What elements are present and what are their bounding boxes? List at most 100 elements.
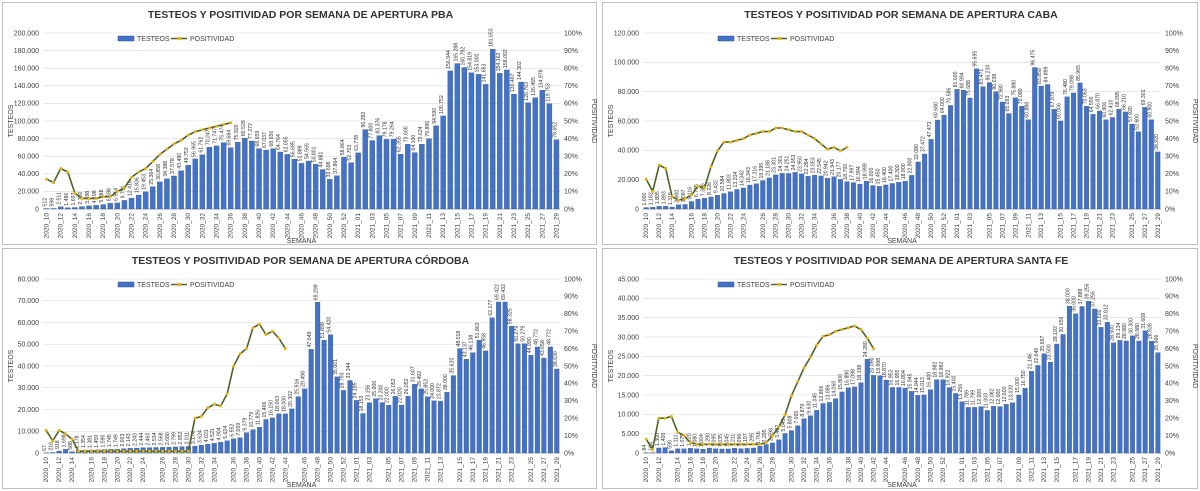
point-positividad [840,327,844,331]
bar-data-label: 105.752 [439,95,445,114]
x-tick-label: 2020_18 [702,213,709,239]
point-positividad [52,181,56,185]
y2-tick-label: 0% [1165,450,1175,457]
bar-data-label: 34.388 [163,161,169,177]
y-tick-label: 15.000 [618,392,640,399]
bar-data-label: 1.895 [655,191,661,204]
point-positividad [701,442,705,446]
bar-data-label: 23.950 [798,156,804,172]
x-tick-label: 2020_24 [740,213,747,239]
bar-testeos [135,194,142,210]
legend-swatch-testeos [717,35,735,42]
x-axis-title: SEMANA [287,238,317,245]
bar-data-label: 60.006 [1057,103,1063,119]
bar-data-label: 17.216 [752,166,758,182]
bar-data-label: 2.598 [769,428,775,441]
point-positividad [144,167,148,171]
legend-marker-positividad [777,36,781,41]
bar-data-label: 38.000 [1065,288,1071,304]
bar-data-label: 1.698 [62,434,68,447]
bar-data-label: 1.400 [661,432,667,445]
bar-data-label: 51.889 [298,145,304,161]
bar-data-label: 18.198 [857,365,863,381]
bar-data-label: 23.200 [378,385,384,401]
x-tick-label: 2020_16 [689,213,696,239]
bar-testeos [676,204,682,210]
bar-testeos [360,413,366,454]
bar-data-label: 58.864 [340,139,346,155]
bar-data-label: 2.143 [126,433,132,446]
x-tick-label: 2021_03 [366,457,373,483]
bar-data-label: 1.220 [686,433,692,446]
bar-testeos [334,376,340,454]
point-positividad [819,142,823,146]
bar-testeos [470,352,476,454]
bar-data-label: 1.459 [94,435,100,448]
bar-testeos [399,404,405,454]
bar-data-label: 1.045 [724,434,730,447]
x-tick-label: 2020_14 [69,457,76,483]
point-positividad [657,163,661,167]
bar-testeos [663,206,669,210]
bar-data-label: 43.490 [177,153,183,169]
bar-testeos [719,448,725,454]
legend-marker-positividad [777,282,781,287]
x-tick-label: 2021_23 [1109,213,1116,239]
bar-data-label: 77.272 [248,123,254,139]
bar-data-label: 30.300 [1129,318,1135,334]
point-positividad [741,137,745,141]
bar-testeos [50,208,57,210]
bar-data-label: 1.745 [107,434,113,447]
x-tick-label: 2020_42 [870,213,877,239]
bar-data-label: 30.650 [1059,317,1065,333]
bar-data-label: 25.000 [372,381,378,397]
bar-testeos [656,447,662,454]
x-tick-label: 2021_01 [959,457,966,483]
y2-tick-label: 90% [564,294,578,301]
y2-tick-label: 20% [564,416,578,423]
bar-data-label: 62.055 [283,136,289,152]
bar-testeos [845,387,851,454]
bar-data-label: 141.653 [482,63,488,82]
bar-testeos [489,317,495,454]
y2-tick-label: 100% [564,30,582,37]
x-tick-label: 2020_48 [313,213,320,239]
bar-data-label: 69.422 [495,284,501,300]
bar-testeos [490,48,496,210]
x-tick-label: 2020_46 [902,457,909,483]
bar-data-label: 1.178 [75,435,81,448]
bar-data-label: 64.000 [940,97,946,113]
legend-swatch-testeos [117,35,135,42]
bar-testeos [1155,151,1161,210]
bar-testeos [863,180,869,210]
point-positividad [683,196,687,200]
bar-data-label: 79.264 [390,121,396,137]
bar-testeos [553,139,560,210]
y-tick-label: 20.000 [618,373,640,380]
bar-testeos [1038,85,1044,210]
bar-data-label: 29.492 [417,371,423,387]
x-axis-title: SEMANA [887,482,917,489]
point-positividad [676,430,680,434]
bar-testeos [302,388,308,454]
bar-testeos [463,359,469,454]
x-tick-label: 2020_50 [927,457,934,483]
bar-data-label: 32.080 [914,144,920,160]
bar-data-label: 1.590 [100,434,106,447]
bar-testeos [390,139,397,210]
bar-data-label: 2.799 [171,432,177,445]
point-positividad [115,449,119,453]
bar-testeos [789,430,794,454]
x-tick-label: 2020_52 [941,213,948,239]
point-positividad [283,347,287,351]
bar-testeos [376,135,383,210]
x-tick-label: 2020_40 [857,213,864,239]
bar-testeos [128,197,135,210]
x-tick-label: 2020_26 [760,213,767,239]
bar-testeos [948,105,954,210]
y2-tick-label: 80% [564,311,578,318]
bar-testeos [922,153,928,210]
bar-data-label: 69.432 [501,284,507,300]
legend-swatch-testeos [117,281,135,288]
bar-testeos [353,400,359,454]
